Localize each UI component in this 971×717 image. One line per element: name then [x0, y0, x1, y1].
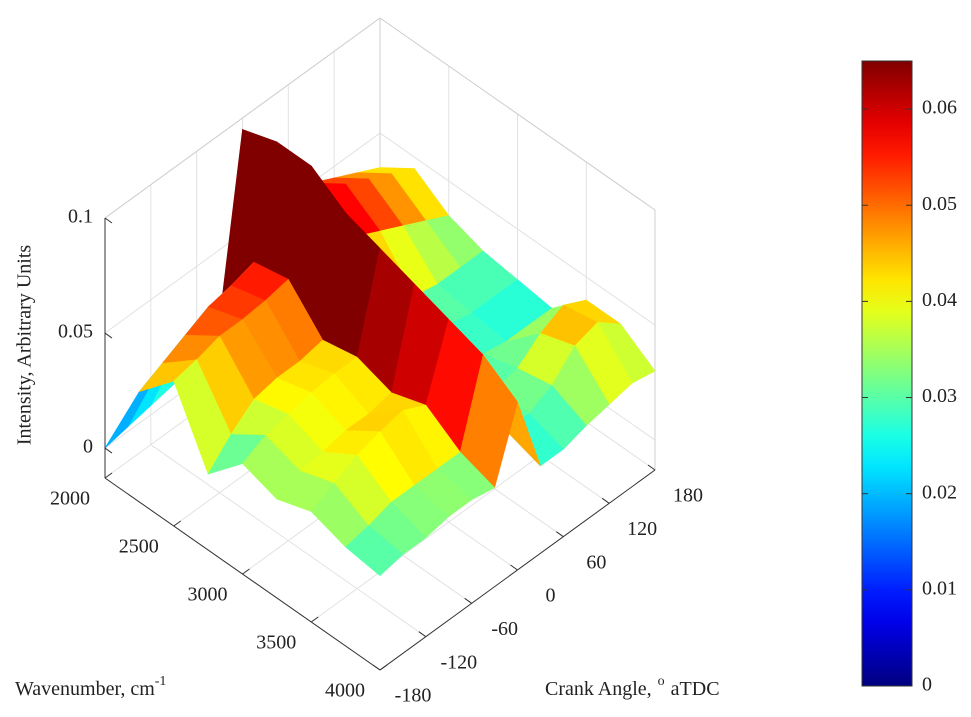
colorbar-tick-label: 0.06 [922, 97, 957, 119]
y-axis-label: Crank Angle, o aTDC [545, 674, 720, 699]
x-tick [379, 664, 388, 671]
x-tick [310, 616, 319, 623]
z-axis-label: Intensity, Arbitrary Units [14, 245, 36, 446]
colorbar: 0 0.01 0.02 0.03 0.04 0.05 0.06 [861, 60, 957, 696]
y-tick [464, 597, 472, 604]
y-tick-label: -180 [395, 685, 432, 707]
z-tick [104, 447, 113, 454]
y-tick [647, 464, 656, 471]
surface-cell [345, 525, 404, 577]
y-tick [372, 664, 381, 671]
y-tick-label: 0 [546, 585, 556, 607]
y-tick-label: 120 [627, 518, 657, 540]
y-axis-label-sup: o [658, 674, 665, 689]
surface [104, 129, 656, 577]
x-axis-label-sup: -1 [155, 674, 167, 689]
z-tick-label: 0.1 [68, 206, 93, 228]
y-tick [510, 564, 518, 571]
colorbar-tick-label: 0.01 [922, 577, 957, 599]
z-tick [104, 332, 113, 339]
grid-line [150, 444, 427, 638]
colorbar-tick-label: 0.02 [922, 481, 957, 503]
x-tick-label: 2000 [50, 488, 90, 510]
box-edge [104, 17, 381, 219]
x-tick-label: 2500 [119, 536, 159, 558]
axes: 2000 2500 3000 3500 4000 -180 -120 -60 0 60 120 180… [50, 206, 703, 707]
box-edge [379, 17, 656, 211]
grid-line [379, 132, 656, 326]
y-axis-label-end: aTDC [671, 678, 720, 700]
y-tick [601, 497, 610, 504]
x-axis-label: Wavenumber, cm-1 [15, 674, 166, 699]
y-tick-label: 180 [673, 485, 703, 507]
y-tick [418, 631, 427, 638]
colorbar-tick-label: 0.05 [922, 193, 957, 215]
colorbar-scale [861, 60, 913, 687]
z-tick-label: 0.05 [58, 321, 93, 343]
colorbar-tick-label: 0.04 [922, 289, 957, 311]
x-tick [104, 472, 113, 479]
y-axis-label-text: Crank Angle, [545, 678, 652, 700]
y-tick-label: -120 [440, 651, 477, 673]
x-axis-label-text: Wavenumber, cm [15, 678, 155, 700]
z-tick [104, 217, 113, 224]
colorbar-tick-label: 0.03 [922, 385, 957, 407]
x-tick-label: 3000 [188, 584, 228, 606]
x-tick [173, 520, 182, 527]
z-tick-label: 0 [83, 436, 93, 458]
y-tick-label: -60 [491, 618, 518, 640]
y-tick [556, 531, 564, 538]
x-tick [242, 568, 250, 575]
y-tick-label: 60 [586, 551, 606, 573]
x-tick-label: 3500 [256, 632, 296, 654]
x-tick-label: 4000 [325, 680, 365, 702]
colorbar-tick-label: 0 [922, 674, 932, 696]
